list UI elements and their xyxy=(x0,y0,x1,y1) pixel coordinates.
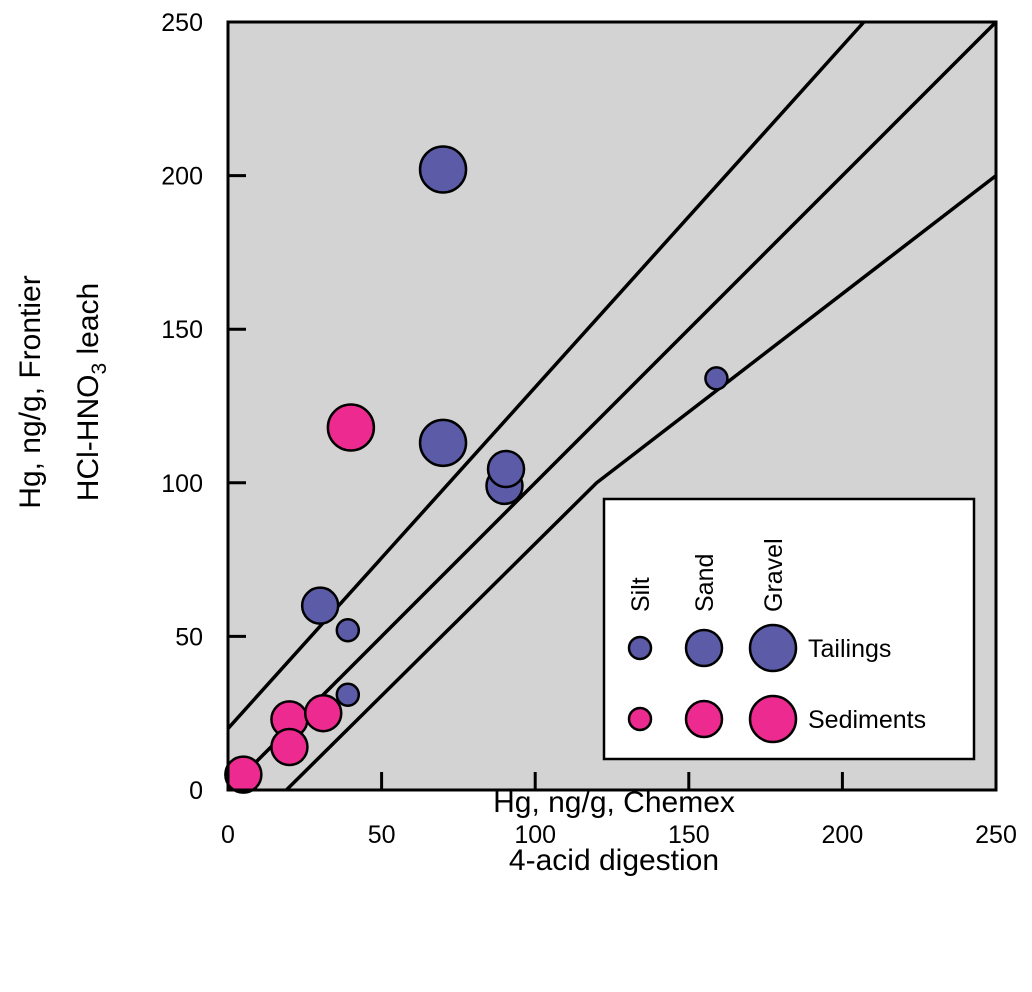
x-tick-label: 0 xyxy=(221,821,235,849)
legend-label-tailings: Tailings xyxy=(808,635,891,663)
data-point-tailings-sand xyxy=(300,586,340,625)
y-axis-title-part-a: HCl-HNO xyxy=(72,375,105,502)
data-point-tailings-silt xyxy=(335,618,361,643)
data-point-sediments-sand xyxy=(303,693,343,733)
x-tick-label: 50 xyxy=(368,821,396,849)
data-point-sediments-gravel xyxy=(326,403,376,452)
legend-label-sediments: Sediments xyxy=(808,706,926,734)
legend: Silt Sand Gravel Tailings Sediments xyxy=(602,497,976,761)
legend-marker-sediments-gravel xyxy=(748,694,798,744)
legend-marker-tailings-sand xyxy=(684,628,724,668)
x-tick-label: 100 xyxy=(514,821,556,849)
data-point-tailings-gravel xyxy=(418,418,468,468)
axis-ticks xyxy=(228,174,844,790)
y-tick-label: 50 xyxy=(175,623,203,651)
legend-size-label-silt: Silt xyxy=(627,577,655,612)
y-tick-label: 100 xyxy=(161,470,203,498)
y-tick-label: 150 xyxy=(161,316,203,344)
legend-marker-sediments-silt xyxy=(627,706,653,732)
axis-tick-labels: 0 50 100 150 200 250 0 50 100 150 200 250 xyxy=(161,9,1017,849)
y-tick-label: 0 xyxy=(189,777,203,805)
y-tick-label: 250 xyxy=(161,9,203,37)
y-axis-title-subscript: 3 xyxy=(88,363,111,375)
x-tick-label: 150 xyxy=(668,821,710,849)
data-point-tailings-silt xyxy=(704,366,729,391)
legend-marker-sediments-sand xyxy=(684,699,724,739)
x-tick-label: 200 xyxy=(822,821,864,849)
y-axis-title-line-1: Hg, ng/g, Frontier xyxy=(14,275,47,508)
reference-line-3 xyxy=(285,174,998,792)
data-point-sediments-sand xyxy=(270,727,309,767)
x-tick-label: 250 xyxy=(975,821,1017,849)
y-axis-title-line-2: HCl-HNO3 leach xyxy=(72,283,111,501)
data-point-tailings-sand xyxy=(486,449,526,489)
legend-size-label-gravel: Gravel xyxy=(760,538,788,612)
legend-size-label-sand: Sand xyxy=(691,554,719,612)
data-point-tailings-silt xyxy=(335,682,361,708)
x-axis-title-line-2: 4-acid digestion xyxy=(509,844,719,877)
legend-marker-tailings-silt xyxy=(627,635,653,661)
data-point-tailings-gravel xyxy=(418,145,468,194)
plot-frame xyxy=(226,20,998,792)
reference-line-2 xyxy=(226,20,998,792)
x-axis-title-line-1: Hg, ng/g, Chemex xyxy=(493,786,735,819)
legend-marker-tailings-gravel xyxy=(748,623,798,673)
data-points xyxy=(224,145,729,794)
y-axis-title-part-b: leach xyxy=(72,283,105,363)
y-tick-label: 200 xyxy=(161,163,203,191)
data-point-sediments-sand xyxy=(224,755,263,794)
